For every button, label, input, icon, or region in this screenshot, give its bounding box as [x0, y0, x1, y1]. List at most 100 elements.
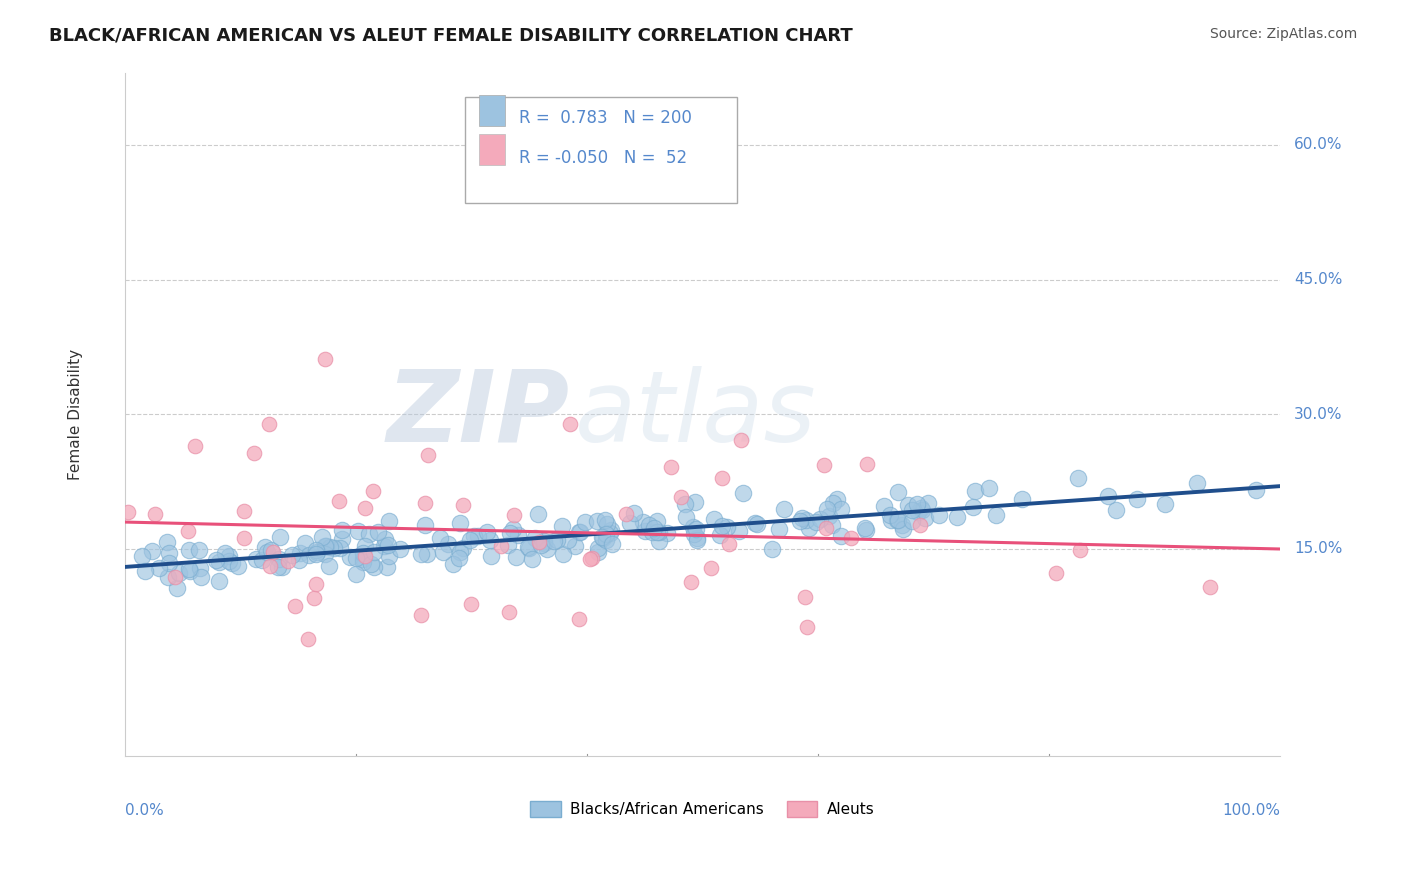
Point: [269, 530, 291, 544]
Point: [527, 508, 550, 522]
Point: [378, 549, 401, 563]
Point: [591, 530, 613, 544]
Point: [416, 448, 439, 462]
Point: [901, 503, 924, 517]
Point: [716, 520, 738, 534]
Point: [928, 508, 950, 522]
Point: [1067, 470, 1090, 484]
Point: [683, 527, 706, 541]
Point: [134, 564, 156, 578]
Point: [905, 497, 928, 511]
Point: [796, 620, 818, 634]
Point: [332, 532, 354, 546]
Point: [205, 553, 228, 567]
Point: [730, 433, 752, 447]
Point: [259, 558, 281, 573]
Point: [907, 504, 929, 518]
Text: ZIP: ZIP: [387, 366, 569, 463]
Point: [131, 549, 153, 563]
Point: [529, 538, 551, 552]
Point: [648, 534, 671, 549]
Point: [297, 632, 319, 647]
Point: [593, 513, 616, 527]
Point: [543, 534, 565, 549]
Point: [243, 446, 266, 460]
Point: [117, 505, 139, 519]
Point: [908, 517, 931, 532]
Point: [700, 561, 723, 575]
Point: [207, 555, 229, 569]
Point: [839, 531, 862, 545]
Point: [388, 542, 411, 557]
Point: [436, 537, 458, 551]
Point: [143, 507, 166, 521]
Point: [686, 533, 709, 547]
Point: [496, 538, 519, 552]
Point: [458, 533, 481, 547]
Point: [257, 417, 280, 432]
Point: [218, 554, 240, 568]
Point: [673, 497, 696, 511]
Point: [148, 561, 170, 575]
Point: [794, 590, 817, 604]
Point: [284, 599, 307, 613]
Point: [373, 539, 395, 553]
Point: [551, 519, 574, 533]
Point: [599, 523, 621, 537]
Point: [375, 560, 398, 574]
Point: [891, 518, 914, 533]
Point: [703, 512, 725, 526]
Point: [314, 352, 336, 367]
Point: [536, 541, 558, 556]
Point: [855, 457, 877, 471]
Point: [585, 514, 607, 528]
Point: [887, 484, 910, 499]
Point: [318, 558, 340, 573]
Point: [502, 522, 524, 536]
Point: [1105, 503, 1128, 517]
Point: [177, 543, 200, 558]
Point: [155, 534, 177, 549]
Text: atlas: atlas: [575, 366, 817, 463]
Text: 100.0%: 100.0%: [1222, 804, 1281, 818]
Point: [910, 501, 932, 516]
Point: [853, 521, 876, 535]
Point: [806, 515, 828, 529]
Point: [463, 528, 485, 542]
Point: [671, 490, 693, 504]
Point: [305, 576, 328, 591]
Point: [498, 605, 520, 619]
Point: [655, 525, 678, 540]
Point: [596, 517, 619, 532]
Point: [797, 521, 820, 535]
Point: [330, 523, 353, 537]
Point: [519, 541, 541, 556]
Point: [305, 547, 328, 561]
Point: [745, 517, 768, 532]
Point: [479, 533, 502, 548]
Point: [352, 546, 374, 560]
Point: [945, 510, 967, 524]
Point: [879, 508, 901, 522]
Point: [499, 525, 522, 540]
Point: [917, 495, 939, 509]
Point: [731, 485, 754, 500]
Text: 0.0%: 0.0%: [125, 804, 163, 818]
Point: [568, 612, 591, 626]
Point: [887, 513, 910, 527]
Point: [479, 549, 502, 564]
Point: [221, 556, 243, 570]
Point: [188, 542, 211, 557]
Point: [226, 558, 249, 573]
Point: [523, 531, 546, 545]
Point: [363, 545, 385, 559]
Point: [311, 530, 333, 544]
Point: [302, 591, 325, 606]
Point: [245, 551, 267, 566]
Point: [830, 502, 852, 516]
Text: Source: ZipAtlas.com: Source: ZipAtlas.com: [1209, 27, 1357, 41]
Point: [277, 554, 299, 568]
Point: [460, 597, 482, 611]
Text: R = -0.050   N =  52: R = -0.050 N = 52: [519, 149, 686, 167]
Point: [1153, 497, 1175, 511]
